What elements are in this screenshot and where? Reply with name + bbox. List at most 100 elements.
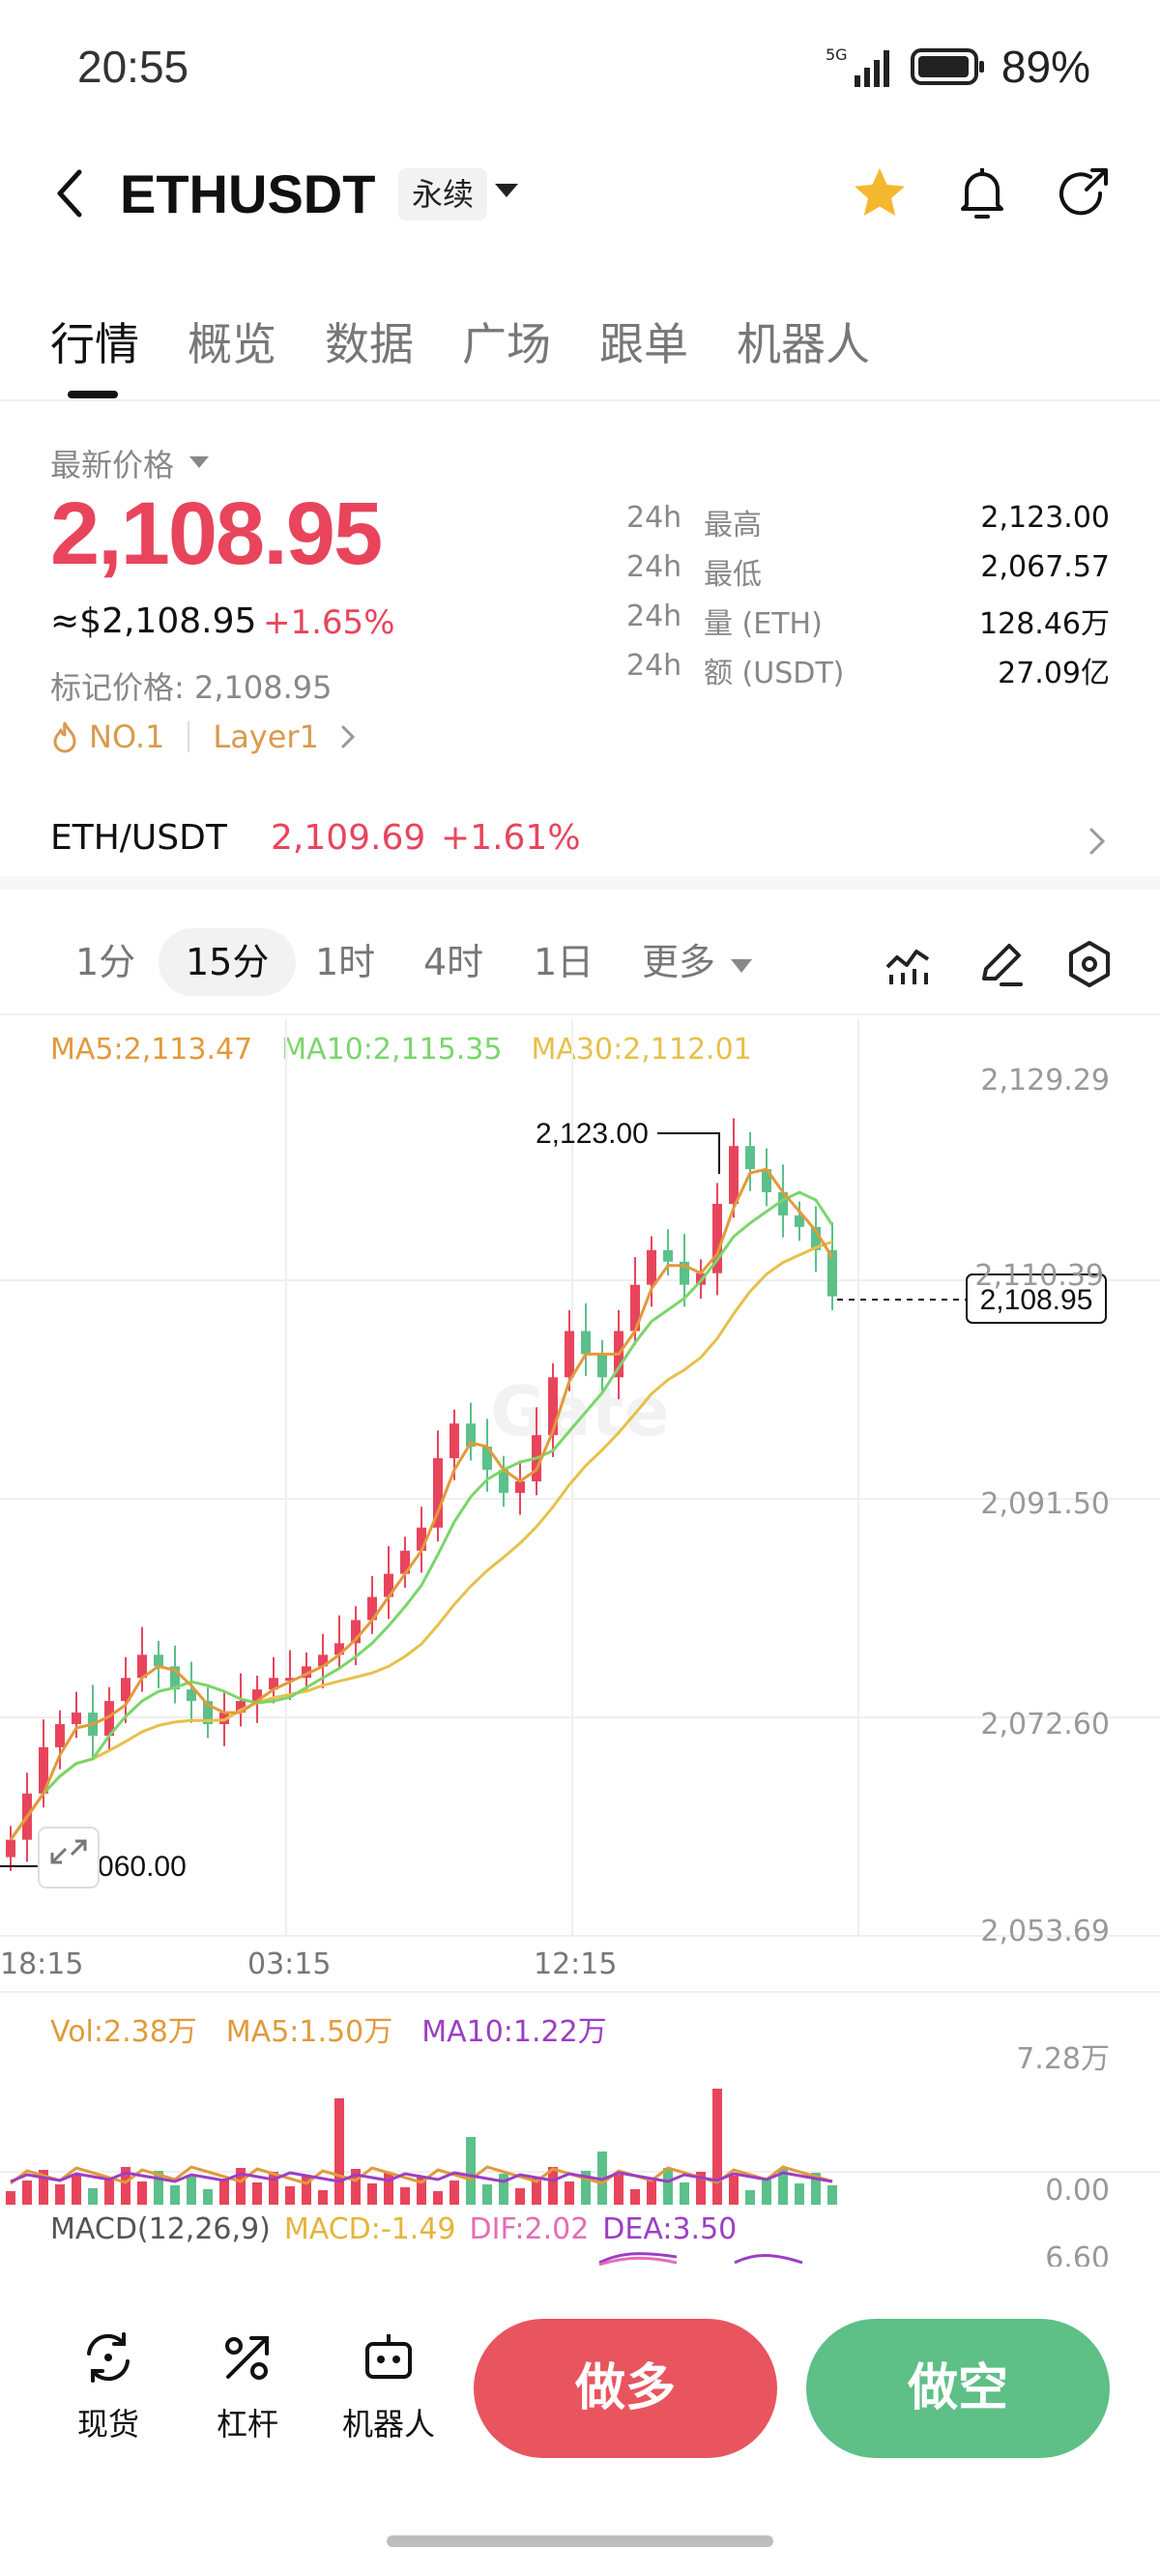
candle-body bbox=[630, 1284, 640, 1332]
home-indicator bbox=[387, 2535, 773, 2547]
candle-body bbox=[565, 1331, 574, 1378]
current-price-box bbox=[966, 1273, 1107, 1324]
interval-1d[interactable]: 1日 bbox=[534, 941, 594, 983]
spot-pair-row[interactable]: ETH/USDT 2,109.69 +1.61% bbox=[0, 793, 1160, 890]
bottom-action-bar: 现货 杠杆 机器人 做多 做空 bbox=[0, 2269, 1160, 2576]
kline-canvas[interactable]: Gate 2,123.00 2,060.00 2,108.95 bbox=[0, 1019, 1160, 2267]
volume-bar bbox=[433, 2191, 443, 2205]
back-icon[interactable] bbox=[46, 164, 95, 222]
watermark-logo: Gate bbox=[490, 1372, 670, 1451]
volume-bar bbox=[72, 2174, 81, 2205]
settings-hex-icon[interactable] bbox=[1063, 938, 1116, 990]
candle-body bbox=[466, 1423, 476, 1448]
spot-button[interactable]: 现货 bbox=[50, 2327, 166, 2444]
volume-bar bbox=[417, 2177, 426, 2205]
volume-bar bbox=[663, 2168, 673, 2205]
bell-icon[interactable] bbox=[951, 162, 1013, 224]
vol-tick: 0.00 bbox=[1045, 2174, 1110, 2208]
tab-market[interactable]: 行情 bbox=[50, 318, 139, 370]
candle-body bbox=[597, 1354, 607, 1378]
symbol-title[interactable]: ETHUSDT bbox=[120, 163, 376, 224]
flame-icon bbox=[53, 721, 76, 753]
stat-prefix: 24h bbox=[626, 501, 682, 535]
candle-body bbox=[203, 1701, 213, 1725]
24h-stats: 24h 最高 2,123.00 24h 最低 2,067.57 24h 量 (E… bbox=[626, 501, 1110, 698]
short-button[interactable]: 做空 bbox=[806, 2319, 1110, 2458]
leverage-label: 杠杆 bbox=[216, 2406, 278, 2443]
kline-chart[interactable]: MA5:2,113.47 MA10:2,115.35 MA30:2,112.01… bbox=[0, 1019, 1160, 2267]
price-type-dropdown-icon[interactable] bbox=[189, 456, 209, 468]
tab-data[interactable]: 数据 bbox=[325, 318, 414, 370]
volume-bar bbox=[203, 2189, 213, 2205]
high-marker-line bbox=[657, 1132, 720, 1174]
ma5-value: MA5:2,113.47 bbox=[50, 1033, 253, 1067]
indicator-icon[interactable] bbox=[882, 938, 934, 990]
interval-15m[interactable]: 15分 bbox=[159, 928, 297, 996]
sector-tag[interactable]: Layer1 bbox=[213, 718, 319, 755]
volume-bar bbox=[187, 2175, 196, 2205]
candle-body bbox=[499, 1469, 508, 1493]
contract-dropdown-icon[interactable] bbox=[495, 184, 518, 197]
interval-4h[interactable]: 4时 bbox=[423, 941, 484, 983]
volume-legend: Vol:2.38万 MA5:1.50万 MA10:1.22万 bbox=[50, 2007, 607, 2050]
volume-bar bbox=[532, 2178, 541, 2205]
interval-more[interactable]: 更多 bbox=[642, 941, 716, 983]
y-tick: 2,053.69 bbox=[980, 1915, 1110, 1948]
candle-body bbox=[351, 1620, 361, 1644]
candle-body bbox=[187, 1689, 196, 1702]
stat-low: 24h 最低 2,067.57 bbox=[626, 550, 1110, 600]
chevron-right-icon[interactable] bbox=[338, 722, 358, 751]
volume-bar bbox=[696, 2172, 706, 2205]
volume-bar bbox=[647, 2179, 656, 2205]
candle-body bbox=[137, 1654, 147, 1679]
volume-bar bbox=[334, 2098, 344, 2205]
tag-separator bbox=[188, 721, 190, 752]
draw-pencil-icon[interactable] bbox=[974, 938, 1027, 990]
active-tab-indicator bbox=[68, 391, 118, 398]
share-icon[interactable] bbox=[1054, 162, 1116, 224]
x-tick: 12:15 bbox=[534, 1947, 618, 1981]
spot-swap-icon bbox=[87, 2332, 130, 2383]
candle-body bbox=[827, 1249, 837, 1297]
candle-body bbox=[285, 1678, 295, 1682]
dea-value: DEA:3.50 bbox=[602, 2212, 738, 2246]
contract-type-badge[interactable]: 永续 bbox=[398, 168, 488, 220]
volume-bar bbox=[762, 2180, 771, 2205]
candle-body bbox=[6, 1839, 15, 1858]
stat-value: 27.09亿 bbox=[998, 657, 1110, 690]
candle-body bbox=[384, 1573, 393, 1597]
candle-body bbox=[334, 1643, 344, 1655]
tab-square[interactable]: 广场 bbox=[462, 318, 551, 370]
tab-copy-trade[interactable]: 跟单 bbox=[599, 318, 688, 370]
main-tabs: 行情 概览 数据 广场 跟单 机器人 bbox=[0, 290, 1160, 401]
interval-1m[interactable]: 1分 bbox=[75, 941, 136, 983]
latest-price-label[interactable]: 最新价格 bbox=[50, 447, 175, 483]
volume-bar bbox=[269, 2172, 278, 2205]
volume-bar bbox=[778, 2169, 788, 2205]
candle-body bbox=[811, 1226, 821, 1250]
rank-tag[interactable]: NO.1 bbox=[89, 718, 165, 755]
chevron-right-icon bbox=[1089, 828, 1106, 855]
volume-bar bbox=[351, 2169, 361, 2205]
tab-bots[interactable]: 机器人 bbox=[737, 318, 870, 370]
volume-bar bbox=[811, 2173, 821, 2205]
candle-body bbox=[269, 1678, 278, 1690]
more-dropdown-icon[interactable] bbox=[731, 959, 752, 973]
candle-body bbox=[417, 1527, 426, 1551]
volume-bar bbox=[482, 2184, 492, 2205]
candle-body bbox=[450, 1423, 459, 1459]
interval-1h[interactable]: 1时 bbox=[315, 941, 376, 983]
volume-bar bbox=[400, 2187, 410, 2205]
bot-button[interactable]: 机器人 bbox=[331, 2327, 447, 2444]
tab-overview[interactable]: 概览 bbox=[188, 318, 276, 370]
stat-name: 最高 bbox=[704, 509, 762, 542]
long-button[interactable]: 做多 bbox=[474, 2319, 777, 2458]
vol-ma5-value: MA5:1.50万 bbox=[225, 2015, 393, 2049]
volume-bar bbox=[630, 2189, 640, 2205]
favorite-star-icon[interactable] bbox=[849, 162, 911, 224]
volume-bar bbox=[827, 2185, 837, 2205]
leverage-button[interactable]: 杠杆 bbox=[189, 2327, 305, 2444]
status-time: 20:55 bbox=[77, 42, 189, 92]
candle-body bbox=[302, 1666, 311, 1679]
volume-bar bbox=[170, 2185, 180, 2205]
